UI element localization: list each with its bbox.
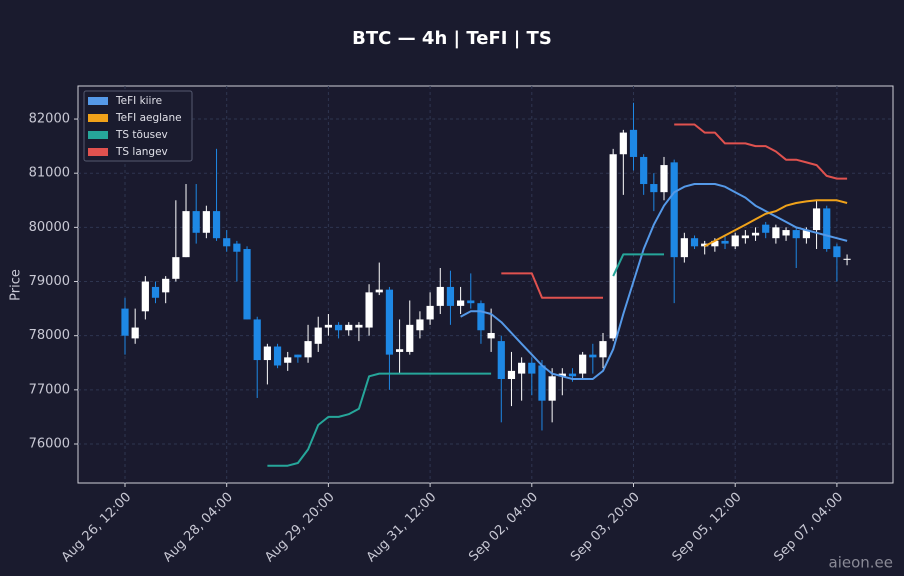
candle-body bbox=[711, 240, 719, 247]
candle-body bbox=[589, 354, 597, 358]
candle-body bbox=[690, 238, 699, 247]
candle-body bbox=[223, 238, 231, 247]
candle-body bbox=[548, 376, 556, 401]
candle-body bbox=[792, 230, 800, 239]
series-line bbox=[460, 183, 848, 380]
candle-body bbox=[579, 354, 587, 374]
candle-body bbox=[192, 211, 200, 233]
candle-body bbox=[304, 341, 312, 358]
legend-label: TS langev bbox=[115, 146, 168, 158]
candle-body bbox=[334, 324, 343, 331]
candle-body bbox=[660, 165, 668, 193]
candle-body bbox=[731, 235, 739, 247]
legend: TeFI kiire TeFI aeglane TS tõusev TS langev bbox=[83, 90, 193, 162]
y-tick-label: 81000 bbox=[29, 166, 70, 181]
candle-body bbox=[141, 281, 149, 312]
candle-body bbox=[284, 357, 292, 363]
legend-label: TeFI kiire bbox=[115, 95, 162, 107]
candle-body bbox=[487, 332, 495, 339]
candle-body bbox=[650, 184, 658, 193]
candle-body bbox=[640, 156, 648, 185]
candle-body bbox=[162, 278, 170, 293]
y-tick-label: 80000 bbox=[29, 220, 70, 235]
candle-body bbox=[477, 303, 485, 331]
legend-label: TeFI aeglane bbox=[115, 112, 182, 124]
candle-body bbox=[436, 286, 444, 306]
candle-body bbox=[243, 249, 251, 320]
legend-swatch bbox=[88, 131, 108, 139]
candle-body bbox=[670, 162, 678, 258]
candle-body bbox=[314, 327, 322, 344]
watermark: aieon.ee bbox=[829, 554, 894, 572]
candle-body bbox=[833, 246, 841, 258]
series-line bbox=[501, 123, 848, 299]
candle-body bbox=[528, 362, 536, 374]
candle-body bbox=[721, 240, 729, 244]
candle-body bbox=[151, 286, 160, 298]
candle-body bbox=[131, 327, 139, 339]
candle-body bbox=[416, 319, 424, 331]
candle-body bbox=[802, 230, 810, 239]
candle-body bbox=[212, 211, 221, 239]
candle-body bbox=[812, 208, 821, 231]
candle-body bbox=[843, 258, 851, 260]
candle-body bbox=[406, 324, 414, 352]
candle-body bbox=[538, 365, 546, 401]
candle-body bbox=[568, 373, 577, 377]
candle-body bbox=[446, 286, 455, 306]
y-tick-label: 79000 bbox=[29, 274, 70, 289]
legend-swatch bbox=[88, 114, 108, 122]
candle-body bbox=[172, 257, 180, 279]
legend-box bbox=[83, 90, 193, 162]
candle-body bbox=[599, 341, 607, 358]
y-tick-label: 78000 bbox=[29, 328, 70, 343]
candle-body bbox=[233, 243, 241, 252]
candle-body bbox=[701, 243, 709, 247]
candle-body bbox=[497, 341, 505, 380]
candle-body bbox=[457, 300, 465, 306]
candle-body bbox=[121, 308, 129, 336]
legend-swatch bbox=[88, 148, 108, 156]
y-tick-label: 76000 bbox=[29, 437, 70, 452]
candle-body bbox=[680, 238, 688, 258]
candle-body bbox=[345, 324, 353, 331]
candle-body bbox=[324, 324, 332, 328]
candle-body bbox=[762, 224, 770, 233]
y-tick-label: 77000 bbox=[29, 382, 70, 397]
candle-body bbox=[518, 362, 526, 374]
candle-body bbox=[355, 324, 363, 328]
candle-body bbox=[609, 154, 617, 339]
chart-title: BTC — 4h | TeFI | TS bbox=[352, 28, 552, 49]
candle-body bbox=[263, 346, 271, 361]
y-axis-label: Price bbox=[9, 269, 24, 301]
series-line bbox=[267, 253, 664, 467]
candle-body bbox=[385, 289, 394, 355]
candle-body bbox=[365, 292, 373, 328]
candle-body bbox=[294, 354, 302, 358]
y-tick-label: 82000 bbox=[29, 112, 70, 127]
candle-body bbox=[253, 319, 261, 361]
plot-frame bbox=[77, 85, 894, 484]
legend-swatch bbox=[88, 97, 108, 105]
candle-body bbox=[507, 370, 516, 380]
candle-body bbox=[558, 373, 566, 377]
candle-body bbox=[823, 208, 831, 250]
candle-body bbox=[751, 232, 760, 236]
candle-body bbox=[772, 227, 780, 239]
candle-body bbox=[629, 129, 638, 157]
candle-body bbox=[741, 235, 749, 239]
candle-body bbox=[273, 346, 282, 366]
series-line bbox=[704, 199, 848, 248]
candle-body bbox=[375, 289, 383, 293]
candle-body bbox=[467, 300, 475, 304]
candle-body bbox=[619, 132, 627, 155]
candle-body bbox=[182, 211, 190, 258]
candle-body bbox=[782, 230, 790, 236]
candle-body bbox=[395, 349, 404, 352]
legend-label: TS tõusev bbox=[115, 129, 168, 141]
candle-body bbox=[202, 211, 210, 233]
candle-body bbox=[426, 305, 434, 320]
